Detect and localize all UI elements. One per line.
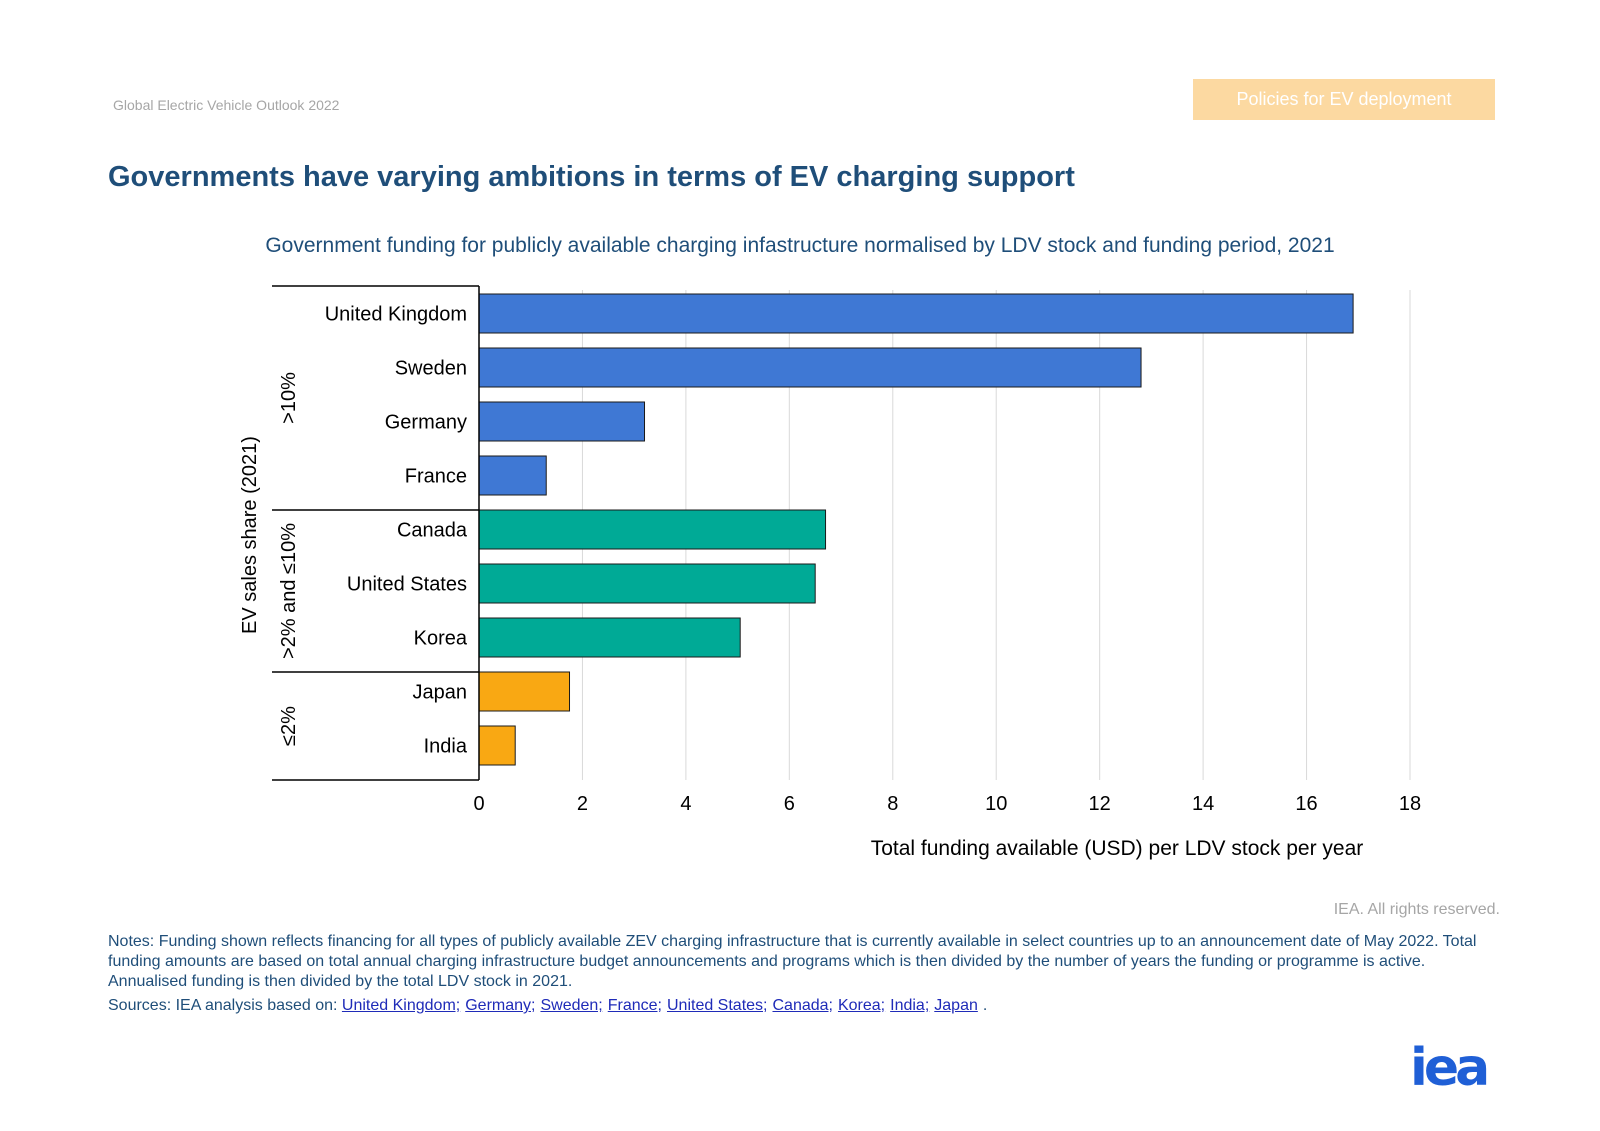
category-label: Japan — [413, 682, 468, 704]
category-label: India — [424, 736, 468, 758]
bar — [478, 617, 741, 658]
source-link[interactable]: Japan — [934, 997, 978, 1014]
group-label: >10% — [278, 372, 300, 424]
bar — [478, 509, 827, 550]
source-link[interactable]: United States; — [666, 997, 768, 1014]
x-tick-label: 12 — [1089, 793, 1111, 815]
y-axis-title: EV sales share (2021) — [239, 436, 261, 634]
category-label: Germany — [385, 412, 467, 434]
x-tick-label: 0 — [473, 793, 484, 815]
bar — [478, 671, 571, 712]
x-tick-label: 4 — [680, 793, 691, 815]
x-tick-label: 6 — [784, 793, 795, 815]
bar — [478, 293, 1354, 334]
category-label: United States — [347, 574, 467, 596]
x-tick-label: 14 — [1192, 793, 1214, 815]
iea-logo[interactable]: iea — [1410, 1038, 1490, 1098]
source-link[interactable]: France; — [607, 997, 662, 1014]
sources-prefix: Sources: IEA analysis based on: — [108, 997, 338, 1014]
bar — [478, 455, 547, 496]
category-label: France — [405, 466, 467, 488]
bar-chart: 0 2 4 6 8 10 12 14 16 18 United Kingdom Sweden Germa… — [239, 285, 1421, 860]
group-label: >2% and ≤10% — [278, 523, 300, 659]
source-link[interactable]: India; — [890, 997, 930, 1014]
sources-suffix: . — [982, 997, 988, 1014]
source-link[interactable]: Sweden; — [540, 997, 603, 1014]
category-label: United Kingdom — [325, 304, 467, 326]
category-label: Canada — [397, 520, 468, 542]
x-tick-label: 8 — [887, 793, 898, 815]
group-label: ≤2% — [278, 706, 300, 746]
source-link[interactable]: Canada; — [772, 997, 833, 1014]
notes-text: Notes: Funding shown reflects financing … — [108, 933, 1477, 990]
source-link[interactable]: United Kingdom; — [341, 997, 461, 1014]
bar — [478, 725, 516, 766]
bar — [478, 347, 1142, 388]
rights-notice: IEA. All rights reserved. — [1333, 901, 1500, 918]
source-link[interactable]: Germany; — [465, 997, 536, 1014]
sources-line: Sources: IEA analysis based on: United K… — [108, 996, 987, 1016]
page-headline: Governments have varying ambitions in te… — [108, 161, 1075, 193]
x-tick-label: 2 — [577, 793, 588, 815]
category-label: Korea — [414, 628, 468, 650]
document-title: Global Electric Vehicle Outlook 2022 — [113, 97, 340, 113]
x-axis-title: Total funding available (USD) per LDV st… — [871, 837, 1364, 860]
x-tick-label: 16 — [1295, 793, 1317, 815]
section-tag[interactable]: Policies for EV deployment — [1193, 79, 1495, 120]
bar — [478, 401, 646, 442]
x-tick-label: 18 — [1399, 793, 1421, 815]
source-link[interactable]: Korea; — [837, 997, 886, 1014]
chart-title: Government funding for publicly availabl… — [265, 234, 1335, 257]
category-label: Sweden — [395, 358, 467, 380]
bar — [478, 563, 816, 604]
x-tick-label: 10 — [985, 793, 1007, 815]
source-links: United Kingdom; Germany; Sweden; France; Uni… — [342, 997, 983, 1014]
